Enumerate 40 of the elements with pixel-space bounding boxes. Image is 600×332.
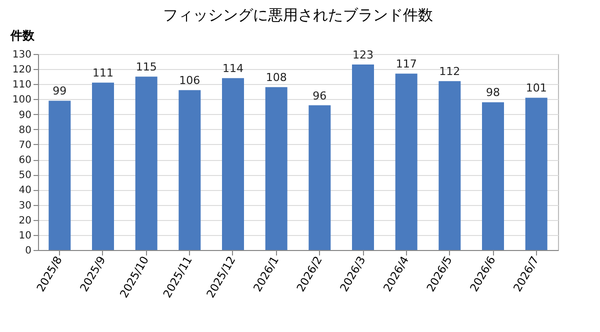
bar: [438, 81, 461, 250]
bar: [135, 76, 158, 250]
bar: [48, 100, 71, 250]
data-label: 98: [486, 86, 500, 100]
y-tick-label: 70: [18, 140, 32, 151]
y-tick-label: 90: [18, 110, 32, 121]
chart-title: フィッシングに悪用されたブランド件数: [163, 6, 433, 24]
y-tick-label: 120: [12, 64, 32, 76]
y-tick-label: 0: [25, 246, 32, 256]
y-tick-label: 30: [18, 200, 32, 212]
data-label: 101: [526, 82, 547, 95]
bar: [525, 98, 548, 250]
y-axis-title: 件数: [10, 28, 36, 42]
bar: [178, 90, 201, 250]
y-tick-label: 100: [12, 94, 32, 106]
y-tick-label: 50: [18, 170, 32, 182]
bar: [482, 102, 504, 250]
bar: [222, 78, 244, 250]
data-label: 111: [92, 66, 114, 80]
data-label: 108: [266, 71, 287, 84]
y-tick-label: 40: [18, 185, 32, 196]
y-tick-label: 10: [18, 230, 32, 242]
data-label: 117: [396, 58, 417, 71]
bar: [92, 82, 114, 250]
y-tick-label: 110: [12, 80, 32, 91]
bar: [265, 87, 288, 250]
data-label: 96: [312, 89, 327, 102]
bar: [395, 74, 418, 250]
data-label: 99: [52, 84, 67, 98]
data-label: 114: [222, 62, 244, 76]
y-tick-label: 130: [12, 50, 32, 60]
bar: [352, 64, 374, 250]
bar: [308, 105, 331, 250]
y-tick-label: 60: [18, 155, 32, 166]
data-label: 112: [439, 65, 460, 78]
data-label: 123: [352, 48, 374, 62]
y-tick-label: 80: [18, 124, 32, 136]
data-label: 115: [136, 60, 157, 74]
data-label: 106: [179, 74, 200, 88]
y-tick-label: 20: [18, 215, 32, 226]
